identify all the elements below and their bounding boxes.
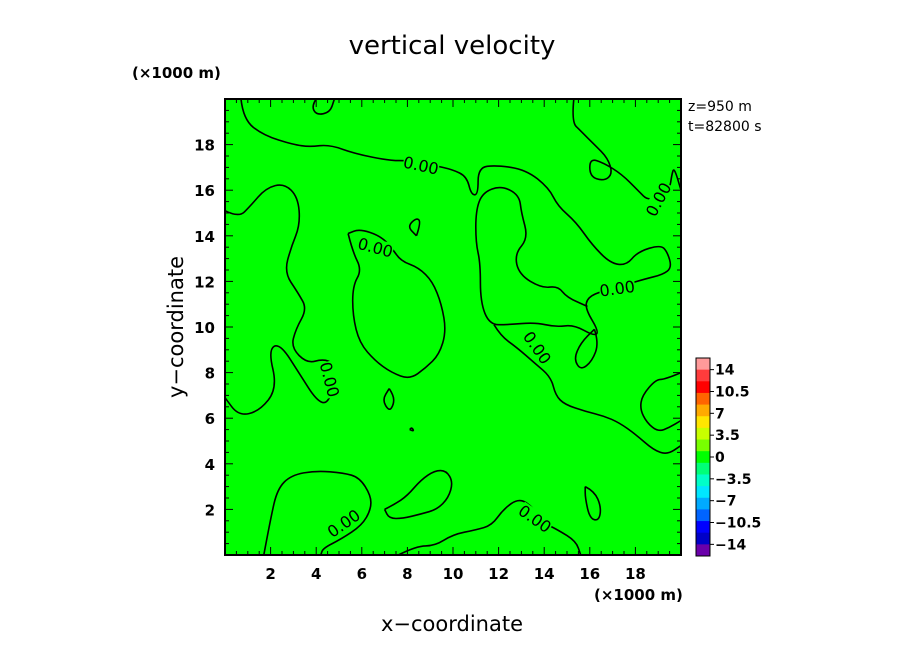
colorbar-cell xyxy=(696,369,710,382)
colorbar-cell xyxy=(696,521,710,534)
colorbar: 14 10.5 7 3.5 0 −3.5 −7 −10.5 −14 xyxy=(695,357,761,557)
contour-label-bg xyxy=(324,506,363,540)
colorbar-cell xyxy=(696,404,710,417)
contour-label-bg xyxy=(356,234,395,260)
x-tick-label: 4 xyxy=(311,565,321,583)
contour-line-9 xyxy=(640,371,682,432)
colorbar-cell xyxy=(696,532,710,545)
contour-label-bg xyxy=(520,328,555,367)
colorbar-cell xyxy=(696,497,710,510)
y-tick-label: 2 xyxy=(205,501,215,519)
contour-line-6 xyxy=(408,218,421,237)
contour-label-4: 0.00 xyxy=(598,277,636,301)
y-tick-label: 4 xyxy=(205,456,215,474)
colorbar-label: −7 xyxy=(715,494,736,510)
x-axis-label: x−coordinate xyxy=(381,612,523,636)
contour-line-2 xyxy=(240,98,672,336)
colorbar-cell xyxy=(696,439,710,452)
colorbar-cell xyxy=(696,392,710,405)
contour-line-13 xyxy=(383,469,453,520)
y-tick-label: 6 xyxy=(205,410,215,428)
x-tick-labels: 2 4 6 8 10 12 14 16 18 xyxy=(265,565,645,583)
x-tick-label: 2 xyxy=(265,565,275,583)
y-unit-label: (×1000 m) xyxy=(132,64,221,82)
contour-line-12 xyxy=(263,470,372,556)
colorbar-cell xyxy=(696,416,710,429)
colorbar-cell xyxy=(696,451,710,464)
colorbar-cell xyxy=(696,427,710,440)
colorbar-label: 3.5 xyxy=(715,428,740,444)
x-tick-label: 8 xyxy=(402,565,412,583)
contour-label-bg xyxy=(515,501,555,536)
colorbar-label: −10.5 xyxy=(715,516,761,532)
axis-ticks xyxy=(225,99,681,555)
contour-label-bg xyxy=(401,153,441,177)
contour-line-11 xyxy=(409,427,415,432)
x-tick-label: 18 xyxy=(625,565,646,583)
colorbar-cell xyxy=(696,474,710,487)
colorbar-cell xyxy=(696,544,710,557)
colorbar-cell xyxy=(696,509,710,522)
contour-line-3 xyxy=(312,98,336,115)
contour-label-bg xyxy=(317,359,343,399)
contour-line-10 xyxy=(383,388,395,411)
colorbar-label: −3.5 xyxy=(715,472,752,488)
chart-title: vertical velocity xyxy=(349,31,556,61)
colorbar-label: 14 xyxy=(715,363,735,379)
contour-line-14 xyxy=(397,499,582,556)
contour-lines xyxy=(224,98,682,556)
contour-line-1 xyxy=(224,184,336,415)
contour-label-bg xyxy=(598,277,637,299)
colorbar-cell xyxy=(696,381,710,394)
plot-field xyxy=(225,99,681,555)
y-tick-label: 12 xyxy=(194,273,215,291)
contour-line-15 xyxy=(584,485,602,521)
info-z-label: z=950 m xyxy=(688,99,752,115)
colorbar-label: −14 xyxy=(715,537,746,553)
x-tick-label: 10 xyxy=(443,565,464,583)
info-t-label: t=82800 s xyxy=(688,119,762,135)
colorbar-label: 10.5 xyxy=(715,384,750,400)
y-tick-label: 18 xyxy=(194,137,215,155)
contour-label-bg xyxy=(642,179,674,219)
x-tick-label: 12 xyxy=(488,565,509,583)
x-tick-label: 16 xyxy=(579,565,600,583)
colorbar-cell xyxy=(696,462,710,475)
colorbar-cell xyxy=(696,358,710,371)
colorbar-label: 7 xyxy=(715,406,725,422)
y-tick-label: 14 xyxy=(194,228,215,246)
y-axis-label: y−coordinate xyxy=(164,256,188,398)
colorbar-label: 0 xyxy=(715,450,725,466)
x-tick-label: 14 xyxy=(534,565,555,583)
x-tick-label: 6 xyxy=(357,565,367,583)
contour-line-5 xyxy=(347,229,446,379)
y-tick-label: 10 xyxy=(194,319,215,337)
y-tick-label: 8 xyxy=(205,365,215,383)
y-tick-labels: 2 4 6 8 10 12 14 16 18 xyxy=(194,137,215,520)
x-unit-label: (×1000 m) xyxy=(594,586,683,604)
contour-line-8 xyxy=(493,324,682,454)
y-tick-label: 16 xyxy=(194,182,215,200)
contour-line-7 xyxy=(574,328,598,369)
colorbar-cell xyxy=(696,486,710,499)
